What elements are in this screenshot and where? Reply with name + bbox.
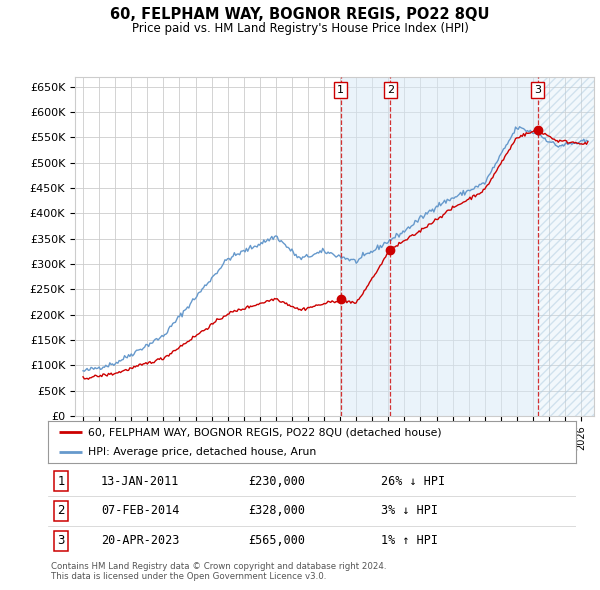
Text: 60, FELPHAM WAY, BOGNOR REGIS, PO22 8QU (detached house): 60, FELPHAM WAY, BOGNOR REGIS, PO22 8QU … [88, 427, 441, 437]
Text: 26% ↓ HPI: 26% ↓ HPI [380, 474, 445, 487]
Text: £328,000: £328,000 [248, 504, 305, 517]
Text: 13-JAN-2011: 13-JAN-2011 [101, 474, 179, 487]
Text: Price paid vs. HM Land Registry's House Price Index (HPI): Price paid vs. HM Land Registry's House … [131, 22, 469, 35]
Text: 1: 1 [58, 474, 65, 487]
Text: 2: 2 [58, 504, 65, 517]
Text: 3: 3 [58, 535, 65, 548]
Text: HPI: Average price, detached house, Arun: HPI: Average price, detached house, Arun [88, 447, 316, 457]
Text: Contains HM Land Registry data © Crown copyright and database right 2024.
This d: Contains HM Land Registry data © Crown c… [51, 562, 386, 581]
Text: 20-APR-2023: 20-APR-2023 [101, 535, 179, 548]
Text: 07-FEB-2014: 07-FEB-2014 [101, 504, 179, 517]
Text: £230,000: £230,000 [248, 474, 305, 487]
Text: 3: 3 [534, 85, 541, 95]
Text: 3% ↓ HPI: 3% ↓ HPI [380, 504, 437, 517]
Text: 1% ↑ HPI: 1% ↑ HPI [380, 535, 437, 548]
Bar [538, 77, 594, 416]
Text: 2: 2 [386, 85, 394, 95]
Text: 60, FELPHAM WAY, BOGNOR REGIS, PO22 8QU: 60, FELPHAM WAY, BOGNOR REGIS, PO22 8QU [110, 7, 490, 22]
Bar [341, 77, 538, 416]
Text: 1: 1 [337, 85, 344, 95]
Bar [538, 77, 594, 416]
Text: £565,000: £565,000 [248, 535, 305, 548]
